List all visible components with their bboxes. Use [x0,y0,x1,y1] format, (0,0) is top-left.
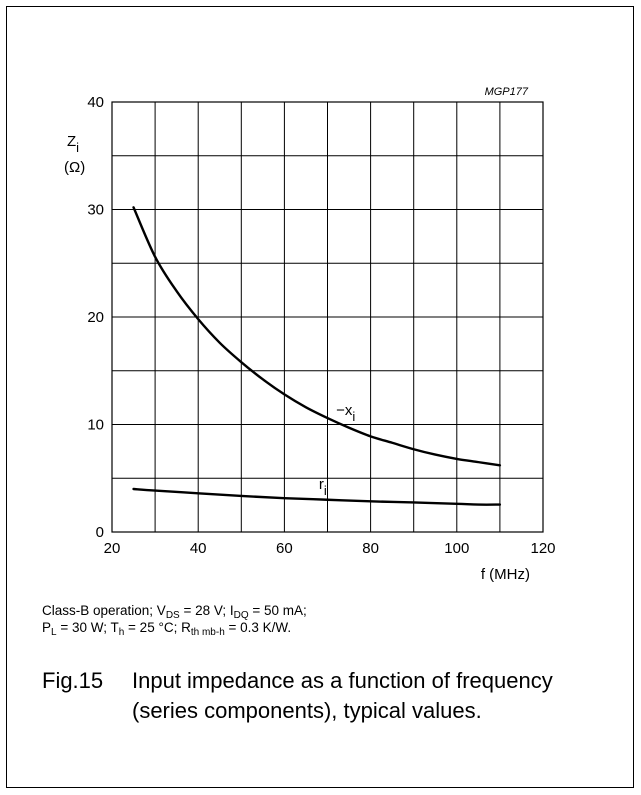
y-tick-label: 0 [96,524,104,541]
chart-grid [111,101,544,533]
series-label-ri: ri [319,476,327,498]
figure-frame [6,6,634,788]
conditions-line-1: Class-B operation; VDS = 28 V; IDQ = 50 … [42,603,307,621]
plot-border [111,101,544,533]
y-tick-label: 40 [87,94,104,111]
figure-number: Fig.15 [42,668,104,693]
y-tick-label: 10 [87,417,104,434]
tick-labels: 20 40 60 80 100 120 0 10 20 30 40 [87,94,555,557]
figure-caption: Fig.15 Input impedance as a function of f… [42,666,553,726]
x-tick-label: 120 [530,540,555,557]
x-tick-label: 80 [362,540,379,557]
caption-line-2: (series components), typical values. [132,698,482,723]
x-tick-label: 60 [276,540,293,557]
y-axis-unit: (Ω) [64,159,85,176]
series-line-ri [132,487,502,506]
x-tick-label: 100 [444,540,469,557]
series-line-xi [132,206,502,467]
x-tick-label: 20 [104,540,121,557]
y-tick-label: 20 [87,309,104,326]
y-axis-symbol: Z [67,133,76,150]
series-label-xi: −xi [336,402,355,424]
x-axis-label: f (MHz) [481,566,530,583]
y-axis-symbol-sub: i [76,140,79,155]
x-tick-label: 40 [190,540,207,557]
series-curves: −xi ri [132,206,502,506]
conditions-line-2: PL = 30 W; Th = 25 °C; Rth mb-h = 0.3 K/… [42,620,292,638]
caption-line-1: Input impedance as a function of frequen… [132,668,553,693]
figure-code: MGP177 [485,86,529,98]
y-axis-label: Zi [67,133,79,155]
y-tick-label: 30 [87,202,104,219]
